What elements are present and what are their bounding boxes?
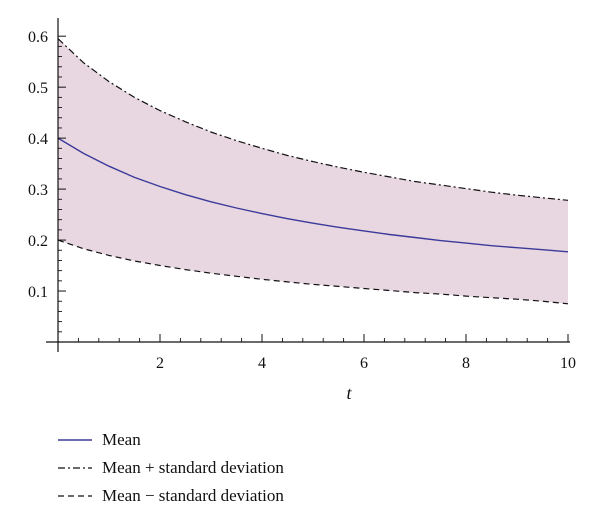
upper-std-line [57,38,569,201]
band-layer [58,38,568,304]
x-tick-label: 4 [258,355,266,372]
legend-label: Mean [102,430,141,449]
y-tick-label: 0.3 [28,182,48,199]
mean-line [57,137,569,253]
y-tick-label: 0.1 [28,284,48,301]
legend-label: Mean + standard deviation [102,458,284,477]
legend-item-mean: Mean [58,430,141,449]
y-tick-label: 0.4 [28,131,48,148]
axes-layer [46,18,570,352]
legend: Mean Mean + standard deviation Mean − stan… [58,430,284,505]
std-band [58,38,568,304]
ticks-layer: 2 4 6 8 10 0.1 0.2 0.3 0.4 0.5 0.6 [28,29,576,372]
legend-item-lower: Mean − standard deviation [58,486,284,505]
legend-label: Mean − standard deviation [102,486,284,505]
x-axis-label: t [346,383,352,403]
x-tick-label: 8 [462,355,470,372]
x-tick-label: 2 [156,355,164,372]
x-tick-label: 10 [560,355,576,372]
legend-item-upper: Mean + standard deviation [58,458,284,477]
series-layer [57,38,569,305]
y-tick-label: 0.5 [28,80,48,97]
y-tick-label: 0.2 [28,233,48,250]
x-tick-label: 6 [360,355,368,372]
y-tick-label: 0.6 [28,29,48,46]
